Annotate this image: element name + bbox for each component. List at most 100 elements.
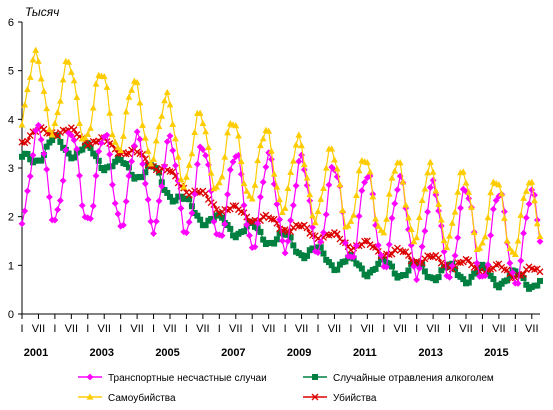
data-point — [333, 230, 341, 238]
data-point — [43, 166, 51, 173]
data-point — [43, 104, 51, 112]
x-tick-label: VII — [130, 323, 143, 335]
y-tick-label: 4 — [8, 114, 14, 126]
data-point — [347, 217, 355, 224]
data-point — [426, 253, 434, 261]
data-point — [243, 213, 251, 221]
data-point — [465, 256, 473, 264]
data-point — [352, 191, 360, 199]
data-point — [103, 83, 111, 90]
data-point — [268, 147, 275, 154]
data-point — [284, 184, 292, 192]
data-point — [186, 196, 193, 203]
data-point — [56, 197, 64, 204]
data-point — [306, 197, 314, 205]
data-point — [183, 173, 190, 180]
data-point — [358, 265, 365, 272]
data-point — [196, 109, 204, 116]
data-point — [363, 237, 371, 245]
data-point — [86, 393, 94, 400]
data-point — [21, 101, 29, 108]
data-point — [243, 187, 251, 194]
data-point — [514, 271, 522, 279]
year-label: 2009 — [287, 347, 311, 359]
data-point — [446, 232, 453, 239]
data-point — [177, 175, 185, 183]
data-point — [342, 239, 349, 247]
data-point — [309, 212, 316, 219]
x-tick-label: VII — [525, 323, 538, 335]
data-point — [509, 269, 516, 276]
data-point — [278, 237, 286, 245]
data-point — [416, 213, 423, 221]
x-tick-label: I — [86, 323, 89, 335]
x-tick-label: VII — [492, 323, 505, 335]
data-point — [251, 243, 259, 251]
year-label: 2001 — [24, 347, 48, 359]
series-line — [21, 123, 541, 285]
data-point — [314, 249, 322, 256]
data-point — [311, 219, 319, 226]
legend: Транспортные несчастные случаи Случайные … — [78, 373, 494, 404]
data-point — [73, 93, 81, 100]
data-point — [418, 243, 426, 251]
data-point — [246, 192, 253, 199]
data-point — [32, 46, 40, 53]
data-point — [180, 183, 188, 190]
data-point — [224, 129, 231, 136]
data-point — [531, 197, 538, 204]
data-point — [139, 160, 146, 168]
data-point — [254, 219, 262, 227]
data-point — [219, 214, 226, 221]
data-point — [142, 169, 149, 176]
data-point — [81, 213, 89, 221]
data-point — [402, 272, 409, 279]
data-point — [24, 137, 31, 145]
x-tick-label: I — [20, 323, 23, 335]
y-tick-label: 0 — [8, 309, 14, 321]
data-point — [522, 214, 530, 222]
data-point — [106, 109, 114, 116]
data-point — [484, 214, 492, 221]
data-point — [520, 270, 528, 278]
data-point — [536, 238, 544, 245]
year-label: 2005 — [155, 347, 179, 359]
data-point — [164, 189, 171, 196]
data-point — [169, 147, 177, 154]
unit-label: Тысяч — [25, 5, 59, 19]
data-point — [59, 76, 67, 83]
x-tick-label: I — [415, 323, 418, 335]
data-point — [24, 187, 31, 195]
data-point — [413, 276, 421, 284]
data-point — [248, 195, 256, 202]
data-point — [454, 188, 462, 195]
legend-entry: Убийства — [303, 392, 377, 404]
data-point — [490, 205, 497, 213]
data-point — [402, 248, 410, 256]
data-point — [194, 160, 201, 168]
data-point — [191, 190, 199, 198]
data-point — [139, 150, 147, 158]
data-point — [506, 244, 514, 252]
data-point — [391, 200, 399, 207]
data-point — [240, 179, 248, 187]
data-point — [336, 181, 344, 188]
data-point — [59, 177, 67, 185]
data-point — [70, 136, 78, 144]
data-point — [232, 234, 239, 241]
data-point — [29, 151, 37, 159]
data-point — [202, 152, 210, 159]
data-point — [287, 168, 294, 175]
data-point — [76, 119, 83, 127]
data-point — [48, 131, 56, 138]
series-2 — [18, 46, 544, 257]
x-tick-label: VII — [32, 323, 45, 335]
data-point — [396, 159, 404, 166]
data-point — [232, 153, 240, 161]
x-tick-label: I — [185, 323, 188, 335]
data-point — [536, 232, 544, 239]
legend-label: Транспортные несчастные случаи — [108, 373, 267, 384]
data-point — [139, 174, 146, 181]
data-point — [199, 119, 207, 126]
data-point — [49, 137, 56, 144]
